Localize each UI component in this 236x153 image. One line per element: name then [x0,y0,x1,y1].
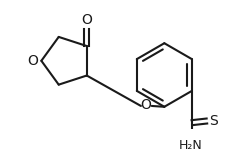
Text: O: O [81,13,92,27]
Text: S: S [209,114,218,128]
Text: O: O [140,98,151,112]
Text: O: O [27,54,38,68]
Text: H₂N: H₂N [179,139,203,152]
